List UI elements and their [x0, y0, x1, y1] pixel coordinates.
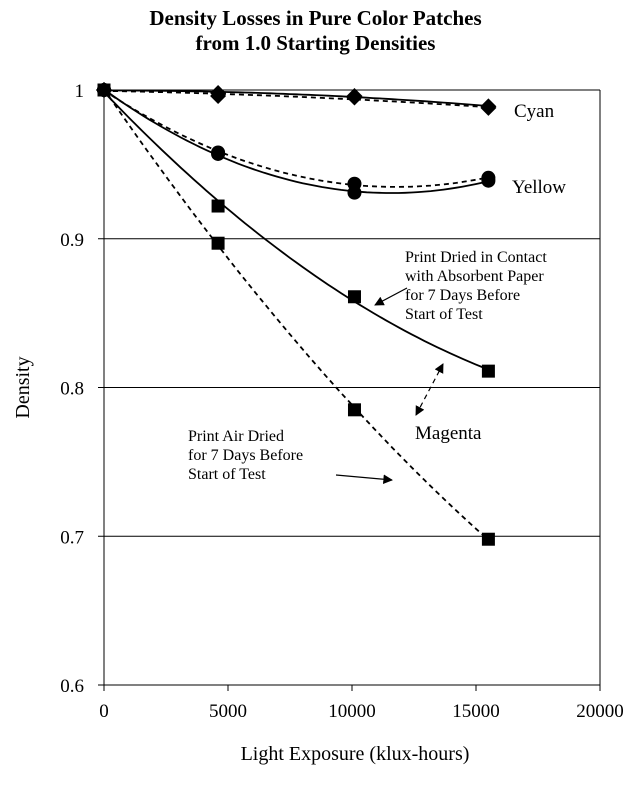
square-marker	[481, 532, 495, 546]
x-tick-label: 0	[99, 701, 109, 722]
circle-marker	[481, 170, 496, 185]
diamond-marker	[210, 87, 227, 104]
square-marker	[97, 83, 111, 97]
square-marker	[211, 199, 225, 213]
y-tick-label: 1	[75, 81, 85, 102]
label-magenta: Magenta	[415, 423, 482, 444]
label-cyan: Cyan	[514, 101, 555, 122]
label-air-dried-line: Print Air Dried	[188, 428, 284, 445]
y-axis-title: Density	[12, 356, 34, 418]
label-yellow: Yellow	[512, 177, 566, 198]
x-tick-label: 5000	[209, 701, 247, 722]
dashed-series-line	[103, 88, 490, 541]
label-contact-dried-line: Print Dried in Contact	[405, 249, 547, 266]
y-tick-label: 0.9	[60, 230, 84, 251]
chart-title-line-1: Density Losses in Pure Color Patches	[149, 6, 482, 30]
square-marker	[347, 290, 361, 304]
square-marker	[211, 236, 225, 250]
diamond-marker	[346, 89, 363, 106]
circle-marker	[347, 176, 362, 191]
y-tick-label: 0.6	[60, 676, 84, 697]
x-tick-label: 15000	[452, 701, 500, 722]
arrow-air-dried	[335, 474, 393, 485]
chart-title-line-2: from 1.0 Starting Densities	[195, 31, 436, 55]
solid-series-line	[104, 89, 489, 107]
x-axis-title: Light Exposure (klux-hours)	[241, 743, 470, 765]
solid-series-line	[103, 88, 489, 194]
label-air-dried-line: for 7 Days Before	[188, 447, 303, 464]
circle-marker	[211, 145, 226, 160]
x-tick-label: 10000	[328, 701, 376, 722]
square-marker	[481, 364, 495, 378]
dashed-series-line	[103, 89, 489, 188]
square-marker	[347, 403, 361, 417]
y-tick-label: 0.7	[60, 527, 84, 548]
diamond-marker	[480, 99, 497, 116]
x-tick-label: 20000	[576, 701, 624, 722]
label-air-dried-line: Start of Test	[188, 466, 266, 483]
y-tick-label: 0.8	[60, 379, 84, 400]
arrow-magenta	[415, 363, 444, 416]
solid-series-line	[103, 91, 489, 371]
label-contact-dried-line: for 7 Days Before	[405, 287, 520, 304]
arrow-contact-dried	[374, 287, 408, 306]
label-contact-dried-line: with Absorbent Paper	[405, 268, 544, 285]
dashed-series-line	[103, 89, 489, 109]
label-contact-dried-line: Start of Test	[405, 306, 483, 323]
